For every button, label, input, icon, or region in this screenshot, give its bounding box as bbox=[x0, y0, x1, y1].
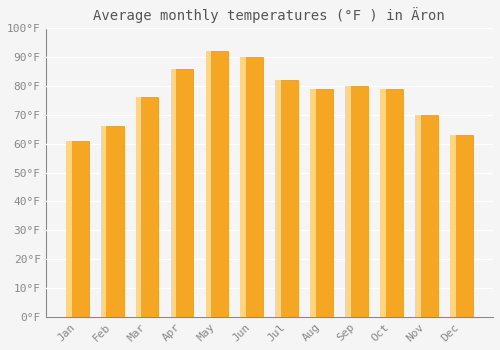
Bar bbox=[206, 51, 212, 317]
Bar bbox=[136, 98, 158, 317]
Bar bbox=[240, 57, 263, 317]
Bar bbox=[310, 89, 333, 317]
Bar bbox=[101, 126, 124, 317]
Bar bbox=[380, 89, 403, 317]
Bar bbox=[346, 86, 368, 317]
Bar bbox=[170, 69, 194, 317]
Bar bbox=[310, 89, 316, 317]
Bar bbox=[450, 135, 472, 317]
Title: Average monthly temperatures (°F ) in Äron: Average monthly temperatures (°F ) in Är… bbox=[94, 7, 445, 23]
Bar bbox=[170, 69, 176, 317]
Bar bbox=[136, 98, 141, 317]
Bar bbox=[101, 126, 106, 317]
Bar bbox=[346, 86, 351, 317]
Bar bbox=[276, 80, 281, 317]
Bar bbox=[415, 115, 421, 317]
Bar bbox=[276, 80, 298, 317]
Bar bbox=[450, 135, 456, 317]
Bar bbox=[206, 51, 229, 317]
Bar bbox=[66, 141, 71, 317]
Bar bbox=[66, 141, 88, 317]
Bar bbox=[240, 57, 246, 317]
Bar bbox=[415, 115, 438, 317]
Bar bbox=[380, 89, 386, 317]
